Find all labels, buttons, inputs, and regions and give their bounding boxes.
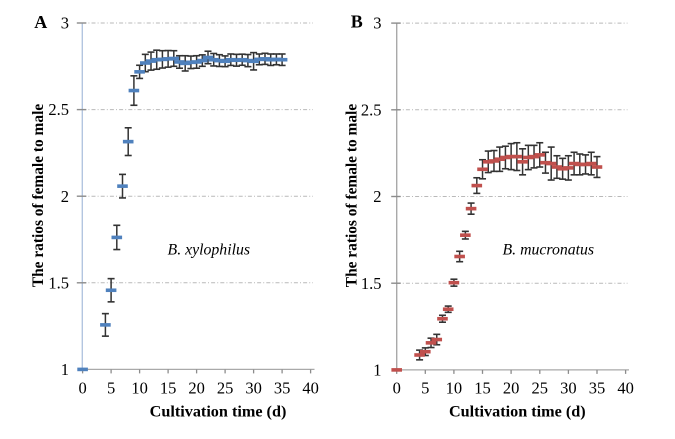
svg-text:40: 40 <box>617 378 634 397</box>
svg-text:B. mucronatus: B. mucronatus <box>503 242 595 259</box>
svg-text:2: 2 <box>373 187 381 206</box>
svg-text:1: 1 <box>61 360 69 379</box>
svg-text:2: 2 <box>61 187 69 206</box>
svg-text:15: 15 <box>474 378 491 397</box>
svg-text:5: 5 <box>421 378 429 397</box>
svg-text:The ratios of female to male: The ratios of female to male <box>30 104 47 288</box>
svg-text:The ratios of female to male: The ratios of female to male <box>344 104 361 288</box>
svg-text:B: B <box>351 11 363 31</box>
svg-text:15: 15 <box>160 378 177 397</box>
svg-text:3: 3 <box>373 14 381 33</box>
svg-text:25: 25 <box>532 378 549 397</box>
svg-text:2.5: 2.5 <box>48 100 69 119</box>
svg-text:1.5: 1.5 <box>361 274 382 293</box>
svg-text:30: 30 <box>245 378 262 397</box>
svg-text:25: 25 <box>217 378 234 397</box>
svg-text:Cultivation time (d): Cultivation time (d) <box>449 403 586 421</box>
svg-text:35: 35 <box>274 378 291 397</box>
svg-text:Cultivation time (d): Cultivation time (d) <box>150 403 287 421</box>
svg-text:20: 20 <box>503 378 520 397</box>
svg-text:1: 1 <box>373 361 381 380</box>
svg-text:1.5: 1.5 <box>48 273 69 292</box>
svg-text:A: A <box>34 12 47 32</box>
svg-text:10: 10 <box>131 378 148 397</box>
svg-text:B. xylophilus: B. xylophilus <box>168 242 250 259</box>
svg-text:10: 10 <box>446 378 463 397</box>
svg-text:0: 0 <box>393 378 401 397</box>
svg-text:40: 40 <box>302 378 319 397</box>
svg-text:3: 3 <box>61 14 69 33</box>
svg-text:5: 5 <box>107 378 115 397</box>
svg-text:30: 30 <box>560 378 577 397</box>
svg-text:2.5: 2.5 <box>361 100 382 119</box>
svg-text:0: 0 <box>78 378 86 397</box>
svg-text:35: 35 <box>589 378 606 397</box>
svg-text:20: 20 <box>188 378 205 397</box>
